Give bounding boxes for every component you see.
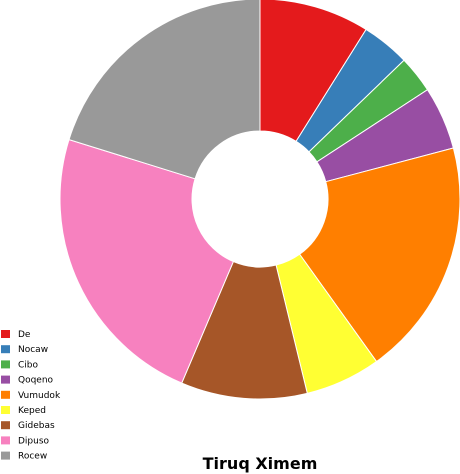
legend-label-vumudok: Vumudok <box>18 391 61 401</box>
legend-swatch-de <box>1 330 10 338</box>
legend-swatch-rocew <box>1 451 10 460</box>
slice-rocew <box>68 0 261 180</box>
chart-title: Tiruq Ximem <box>203 454 318 473</box>
legend-swatch-dipuso <box>1 436 10 445</box>
legend-label-gidebas: Gidebas <box>18 421 55 431</box>
legend-label-cibo: Cibo <box>18 360 38 370</box>
legend-swatch-keped <box>1 406 10 414</box>
legend-label-qoqeno: Qoqeno <box>18 376 54 386</box>
legend-label-keped: Keped <box>18 406 46 416</box>
legend-label-rocew: Rocew <box>18 452 47 462</box>
legend-label-de: De <box>18 330 31 340</box>
legend-swatch-nocaw <box>1 345 10 354</box>
legend-label-nocaw: Nocaw <box>18 345 48 355</box>
legend-swatch-cibo <box>1 360 10 369</box>
legend-swatch-gidebas <box>1 421 10 430</box>
legend-swatch-vumudok <box>1 390 10 399</box>
legend-label-dipuso: Dipuso <box>18 436 50 446</box>
slice-dipuso <box>59 138 235 384</box>
legend-swatch-qoqeno <box>1 375 10 384</box>
legend: De Nocaw Cibo Qoqeno Vumudok Keped Gidebas Dipu… <box>1 330 61 462</box>
pie-slices <box>59 0 460 400</box>
